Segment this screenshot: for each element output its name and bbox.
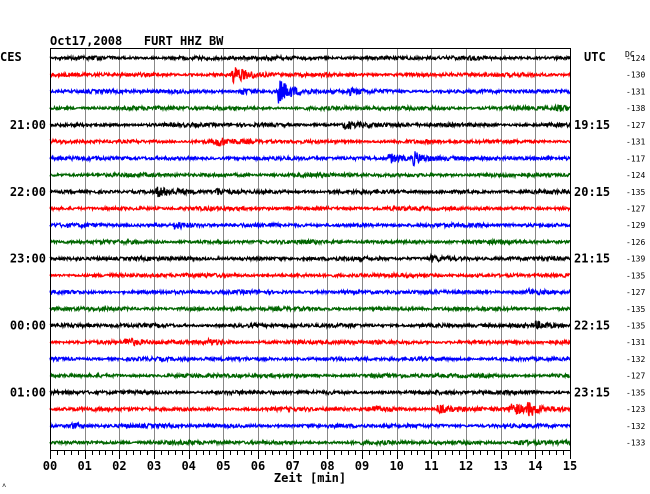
x-axis-label: Zeit [min] (274, 471, 346, 485)
trace-line (49, 354, 571, 364)
dc-offset-label: -123 (626, 405, 645, 414)
dc-offset-label: -130 (626, 71, 645, 80)
dc-offset-label: -132 (626, 355, 645, 364)
time-labels: 21:00 22:00 23:00 00:00 01:00 19:15 20:15 21:15… (10, 54, 646, 448)
x-tick-label: 08 (320, 459, 334, 473)
x-tick-label: 13 (493, 459, 507, 473)
chart-title: Oct17,2008 FURT HHZ BW (50, 34, 224, 48)
left-time-label: 21:00 (10, 118, 46, 132)
left-time-label: 00:00 (10, 319, 46, 333)
dc-offset-label: -138 (626, 104, 645, 113)
dc-offset-label: -124 (626, 171, 645, 180)
trace-line (49, 119, 571, 130)
trace-line (49, 186, 571, 198)
trace-line (49, 270, 571, 280)
trace-line (49, 320, 571, 330)
dc-offset-label: -126 (626, 238, 645, 247)
dc-offset-label: -129 (626, 221, 645, 230)
dc-offset-label: -139 (626, 255, 645, 264)
trace-line (49, 371, 571, 380)
dc-offset-label: -135 (626, 305, 645, 314)
dc-offset-label: -132 (626, 422, 645, 431)
x-tick-label: 05 (216, 459, 230, 473)
right-time-label: 19:15 (574, 118, 610, 132)
trace-line (49, 388, 571, 398)
trace-line (49, 80, 571, 104)
trace-line (49, 286, 571, 297)
dc-offset-label: -117 (626, 154, 645, 163)
x-tick-label: 09 (355, 459, 369, 473)
corner-mark: ˄ (2, 482, 6, 490)
right-time-label: 22:15 (574, 319, 610, 333)
dc-offset-label: -135 (626, 322, 645, 331)
dc-offset-label: -127 (626, 288, 645, 297)
trace-line (49, 67, 571, 85)
trace-line (49, 420, 571, 430)
dc-offset-label: -127 (626, 121, 645, 130)
x-tick-label: 10 (389, 459, 403, 473)
dc-header-label: DC (625, 50, 635, 59)
plot-frame (50, 48, 571, 451)
x-tick-label: 07 (285, 459, 299, 473)
dc-offset-label: -131 (626, 138, 645, 147)
trace-line (49, 103, 571, 113)
dc-offset-label: -131 (626, 87, 645, 96)
x-tick-label: 14 (528, 459, 542, 473)
x-axis: 00 01 02 03 04 05 06 07 08 09 10 11 12 13 14 15 (43, 451, 577, 473)
trace-line (49, 53, 571, 63)
trace-line (49, 336, 571, 347)
right-time-label: 21:15 (574, 252, 610, 266)
left-time-label: 23:00 (10, 252, 46, 266)
x-tick-label: 15 (563, 459, 577, 473)
trace-line (49, 170, 571, 180)
x-tick-label: 04 (181, 459, 195, 473)
left-timezone-label: CES (0, 50, 22, 64)
dc-offset-label: -127 (626, 372, 645, 381)
dc-offset-label: -135 (626, 388, 645, 397)
trace-line (49, 151, 571, 167)
right-timezone-label: UTC (584, 50, 606, 64)
trace-line (49, 137, 571, 147)
trace-line (49, 237, 571, 247)
x-tick-label: 12 (459, 459, 473, 473)
left-time-label: 01:00 (10, 385, 46, 399)
right-time-label: 20:15 (574, 185, 610, 199)
trace-line (49, 252, 571, 264)
trace-line (49, 204, 571, 213)
dc-offset-label: -133 (626, 439, 645, 448)
trace-line (49, 438, 571, 448)
trace-group (49, 53, 571, 448)
left-time-label: 22:00 (10, 185, 46, 199)
dc-offset-label: -135 (626, 188, 645, 197)
x-tick-label: 01 (77, 459, 91, 473)
x-tick-label: 06 (251, 459, 265, 473)
trace-line (49, 401, 571, 417)
x-tick-label: 11 (424, 459, 438, 473)
x-tick-label: 03 (147, 459, 161, 473)
x-tick-label: 00 (43, 459, 57, 473)
right-time-label: 23:15 (574, 385, 610, 399)
grid-lines (85, 49, 536, 450)
trace-line (49, 304, 571, 314)
dc-offset-label: -124 (626, 54, 645, 63)
x-tick-label: 02 (112, 459, 126, 473)
dc-offset-label: -127 (626, 204, 645, 213)
trace-line (49, 220, 571, 231)
dc-offset-label: -131 (626, 338, 645, 347)
dc-offset-label: -135 (626, 271, 645, 280)
